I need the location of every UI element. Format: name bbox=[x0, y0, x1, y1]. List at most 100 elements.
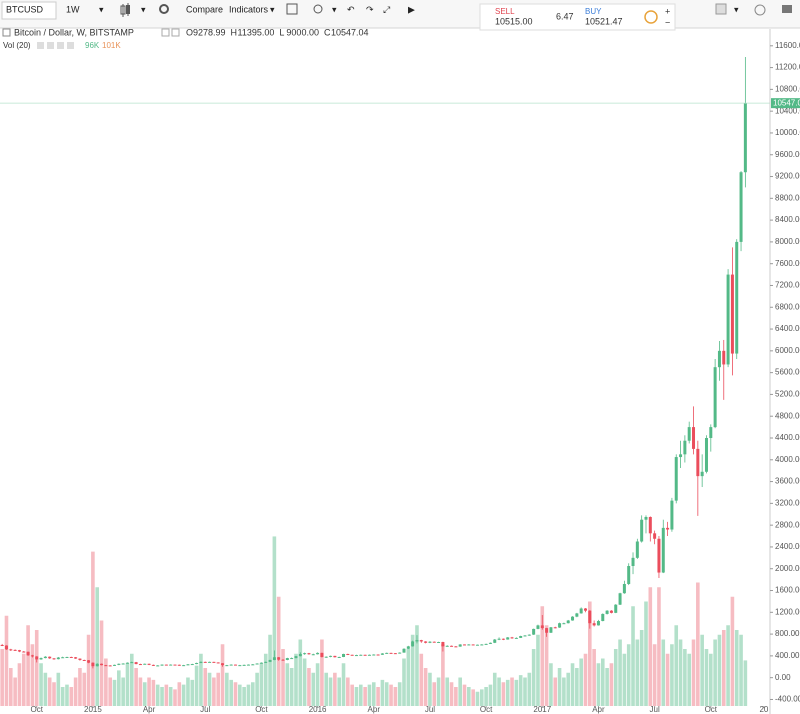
candle-body bbox=[255, 663, 259, 665]
symbol-box[interactable] bbox=[1, 1, 57, 20]
info-icon[interactable] bbox=[644, 10, 658, 24]
save-icon[interactable] bbox=[782, 5, 792, 13]
legend-button[interactable] bbox=[67, 42, 74, 49]
volume-bar bbox=[69, 687, 74, 706]
candle-body bbox=[130, 662, 134, 664]
volume-bar bbox=[333, 672, 337, 706]
x-tick-label: 2015 bbox=[84, 705, 102, 714]
volume-bar bbox=[216, 672, 221, 706]
idea-menu[interactable]: ▾ bbox=[332, 4, 337, 14]
last-price-label: 10547.04 bbox=[773, 98, 800, 107]
volume-bar bbox=[475, 691, 480, 706]
volume-bar bbox=[272, 536, 277, 706]
volume-bar bbox=[458, 677, 462, 706]
sell-label[interactable]: SELL bbox=[495, 7, 515, 16]
volume-bar bbox=[298, 639, 303, 706]
volume-bar bbox=[488, 684, 493, 706]
y-tick-label: 3200.00 bbox=[775, 498, 800, 507]
legend-button[interactable] bbox=[171, 28, 180, 37]
candle-body bbox=[4, 645, 8, 650]
layout-icon[interactable] bbox=[715, 3, 727, 15]
candle-body bbox=[527, 634, 531, 636]
volume-bar bbox=[337, 677, 341, 706]
y-tick-label: 3600.00 bbox=[775, 477, 800, 486]
volume-bar bbox=[505, 679, 510, 706]
volume-bar bbox=[726, 625, 730, 706]
indicators-button[interactable]: Indicators bbox=[229, 4, 269, 14]
candle-body bbox=[121, 663, 125, 665]
candle-body bbox=[95, 663, 99, 667]
candle-body bbox=[519, 636, 523, 638]
x-tick-label: Jul bbox=[425, 705, 435, 714]
compare-button[interactable]: Compare bbox=[186, 4, 223, 14]
volume-bar bbox=[570, 663, 575, 706]
interval-menu[interactable]: ▾ bbox=[99, 4, 104, 14]
candle-body bbox=[609, 610, 613, 613]
volume-bar bbox=[65, 684, 69, 706]
candle-body bbox=[592, 623, 596, 626]
legend-title: Bitcoin / Dollar, W, BITSTAMP bbox=[14, 27, 134, 37]
x-tick-label: 2017 bbox=[533, 705, 551, 714]
candle-body bbox=[583, 608, 587, 611]
candle-body bbox=[251, 664, 255, 666]
layout-menu[interactable]: ▾ bbox=[734, 4, 739, 14]
volume-bar bbox=[566, 672, 571, 706]
volume-bar bbox=[648, 587, 653, 706]
alert-icon[interactable] bbox=[286, 3, 298, 15]
style-menu[interactable]: ▾ bbox=[141, 4, 146, 14]
symbol-input[interactable]: BTCUSD bbox=[6, 4, 44, 14]
volume-bar bbox=[276, 596, 281, 706]
candle-body bbox=[143, 663, 147, 665]
buy-label[interactable]: BUY bbox=[585, 7, 602, 16]
trade-panel bbox=[479, 3, 676, 31]
volume-bar bbox=[151, 679, 156, 706]
candle-body bbox=[717, 350, 721, 368]
volume-bar bbox=[302, 658, 307, 706]
remove-button[interactable]: − bbox=[665, 17, 670, 27]
legend-ohlc-letter: L bbox=[279, 27, 284, 37]
candle-body bbox=[9, 649, 13, 651]
volume-bar bbox=[449, 682, 454, 706]
legend-button[interactable] bbox=[161, 28, 170, 37]
legend-button[interactable] bbox=[37, 42, 44, 49]
cloud-icon[interactable] bbox=[754, 4, 766, 16]
volume-bar bbox=[644, 601, 648, 706]
candle-body bbox=[164, 664, 168, 666]
legend-button[interactable] bbox=[47, 42, 54, 49]
idea-icon[interactable] bbox=[313, 4, 323, 14]
indicators-menu[interactable]: ▾ bbox=[270, 4, 275, 14]
redo-button[interactable]: ↷ bbox=[366, 4, 374, 14]
y-tick-label: 0.00 bbox=[775, 673, 791, 682]
candle-body bbox=[294, 656, 298, 659]
sell-price[interactable]: 10515.00 bbox=[495, 16, 533, 26]
candle-body bbox=[532, 628, 536, 635]
y-tick-label: 8800.00 bbox=[775, 193, 800, 202]
volume-bar bbox=[514, 679, 519, 706]
x-tick-label: Oct bbox=[255, 705, 268, 714]
candle-body bbox=[285, 658, 289, 660]
volume-bar bbox=[242, 687, 246, 706]
legend-collapse[interactable] bbox=[2, 28, 11, 37]
undo-button[interactable]: ↶ bbox=[347, 4, 355, 14]
chart-style-icon[interactable] bbox=[120, 3, 130, 17]
volume-bar bbox=[225, 672, 229, 706]
settings-icon[interactable] bbox=[159, 4, 169, 14]
volume-bar bbox=[557, 668, 562, 706]
volume-bar bbox=[371, 682, 376, 706]
interval-button[interactable]: 1W bbox=[66, 4, 80, 14]
y-tick-label: 6000.00 bbox=[775, 346, 800, 355]
y-tick-label: 2400.00 bbox=[775, 542, 800, 551]
legend-button[interactable] bbox=[57, 42, 64, 49]
fullscreen-button[interactable]: ⤢ bbox=[382, 4, 390, 14]
buy-price[interactable]: 10521.47 bbox=[585, 16, 623, 26]
volume-bar bbox=[588, 601, 592, 706]
volume-bar bbox=[397, 682, 402, 706]
add-button[interactable]: + bbox=[665, 6, 670, 16]
y-tick-label: 7600.00 bbox=[775, 259, 800, 268]
candle-body bbox=[259, 662, 263, 664]
candle-body bbox=[333, 655, 337, 658]
y-tick-label: 9200.00 bbox=[775, 172, 800, 181]
volume-bar bbox=[492, 672, 497, 706]
replay-button[interactable]: ▶ bbox=[408, 4, 415, 14]
y-tick-label: 8000.00 bbox=[775, 237, 800, 246]
